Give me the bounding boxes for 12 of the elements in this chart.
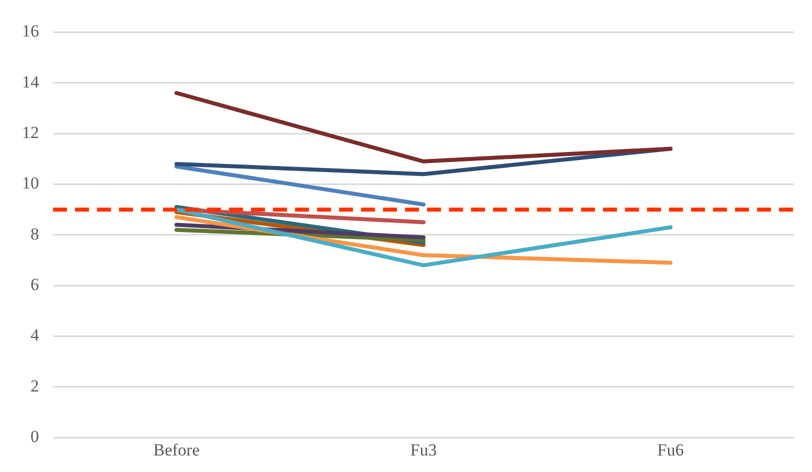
y-tick-label: 10 bbox=[22, 174, 39, 193]
y-tick-label: 2 bbox=[30, 376, 39, 396]
x-tick-label: Fu6 bbox=[657, 440, 684, 460]
x-tick-label: Fu3 bbox=[410, 440, 437, 460]
y-tick-label: 6 bbox=[30, 275, 39, 294]
y-tick-label: 14 bbox=[22, 72, 40, 92]
y-tick-label: 12 bbox=[22, 123, 39, 142]
x-tick-label: Before bbox=[153, 440, 200, 460]
y-tick-label: 4 bbox=[30, 326, 40, 345]
y-tick-label: 0 bbox=[30, 427, 39, 446]
y-tick-label: 16 bbox=[22, 22, 39, 41]
y-tick-label: 8 bbox=[30, 224, 39, 244]
